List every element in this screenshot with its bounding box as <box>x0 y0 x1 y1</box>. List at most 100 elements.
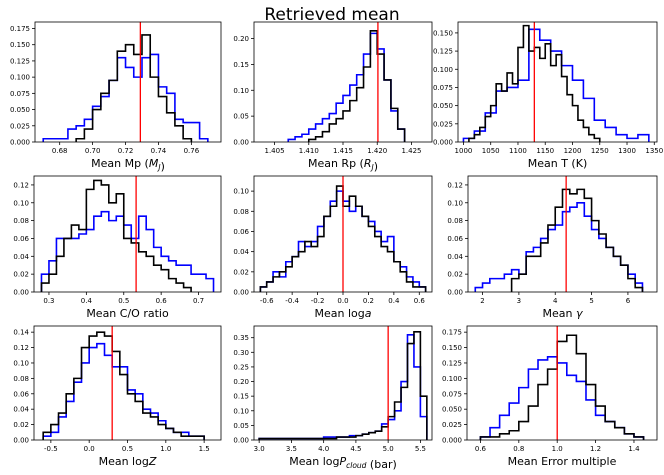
y-tick-label: 0.125 <box>442 359 462 367</box>
histogram-panel: -0.5 0.0 0.5 1.0 1.5 0.00 0.02 0.04 0.06 0.08 0.10… <box>13 325 222 468</box>
histogram-panel: 0.3 0.4 0.5 0.6 0.7 0.00 0.02 0.04 0.06 0.08 0.10 0… <box>13 175 222 320</box>
y-tick-label: 0.04 <box>13 253 29 261</box>
y-tick-label: 0.125 <box>433 48 453 56</box>
x-tick-label: 0.76 <box>184 147 200 155</box>
x-tick-label: 0.0 <box>337 297 348 305</box>
y-tick-label: 0.025 <box>10 122 30 130</box>
x-tick-label: 0.5 <box>118 297 129 305</box>
x-tick-label: 0.5 <box>122 445 133 453</box>
x-tick-label: 1.415 <box>333 147 353 155</box>
x-tick-label: 0.8 <box>513 445 524 453</box>
x-tick-label: 0.4 <box>388 297 400 305</box>
histogram-black-series <box>40 179 192 292</box>
x-tick-label: 1200 <box>564 147 582 155</box>
y-tick-label: 0.000 <box>433 139 453 147</box>
axes-frame <box>457 21 658 143</box>
y-tick-label: 0.02 <box>13 421 29 429</box>
x-tick-label: 1.0 <box>160 445 171 453</box>
x-tick-label: 4.0 <box>318 445 329 453</box>
x-tick-label: 4.5 <box>350 445 361 453</box>
x-tick-label: 0.70 <box>85 147 101 155</box>
y-tick-label: 0.12 <box>13 181 29 189</box>
histogram-panel: 1000 1050 1100 1150 1200 1250 1300 1350 0.000 0.0… <box>433 21 663 170</box>
axes-frame <box>466 325 658 441</box>
y-tick-label: 0.100 <box>442 375 462 383</box>
y-tick-label: 0.00 <box>447 289 463 297</box>
axes-frame <box>34 21 222 143</box>
x-tick-label: 1.405 <box>265 147 285 155</box>
y-tick-label: 0.25 <box>233 363 249 371</box>
y-tick-label: 0.08 <box>233 208 249 216</box>
y-tick-label: 0.00 <box>233 139 249 147</box>
x-tick-label: -0.2 <box>311 297 325 305</box>
x-tick-label: 0.74 <box>151 147 167 155</box>
x-tick-label: 0.3 <box>43 297 54 305</box>
y-tick-label: 0.15 <box>233 393 249 401</box>
y-tick-label: 0.175 <box>442 329 462 337</box>
histogram-panel: 0.68 0.70 0.72 0.74 0.76 0.000 0.025 0.050 0.075… <box>10 21 222 173</box>
histogram-blue-series <box>42 342 205 440</box>
y-tick-label: 0.08 <box>447 217 463 225</box>
axes-frame <box>467 175 658 293</box>
y-tick-label: 0.050 <box>10 106 30 114</box>
histogram-black-series <box>479 334 645 440</box>
x-tick-label: 3.0 <box>254 445 265 453</box>
x-axis-label: Mean logPcloud (bar) <box>289 455 397 471</box>
histogram-panel: 3.0 3.5 4.0 4.5 5.0 5.5 0.00 0.05 0.10 0.15 0.20 0.… <box>233 325 433 471</box>
figure-title: Retrieved mean <box>264 5 400 25</box>
x-axis-label: Mean loga <box>315 307 372 320</box>
histogram-black-series <box>510 188 644 292</box>
axes-frame <box>253 325 433 441</box>
y-tick-label: 0.000 <box>442 437 462 445</box>
x-axis-label: Mean Error multiple <box>508 455 617 468</box>
y-tick-label: 0.05 <box>233 422 249 430</box>
x-tick-label: 1.5 <box>199 445 210 453</box>
histogram-black-series <box>258 331 428 440</box>
x-tick-label: 1.410 <box>299 147 319 155</box>
y-tick-label: 0.150 <box>433 29 453 37</box>
x-tick-label: 1050 <box>482 147 500 155</box>
x-tick-label: 3 <box>517 297 521 305</box>
y-tick-label: 0.00 <box>233 437 249 445</box>
y-tick-label: 0.06 <box>13 390 29 398</box>
y-tick-label: 0.02 <box>447 271 463 279</box>
y-tick-label: 0.075 <box>10 90 30 98</box>
x-tick-label: 1000 <box>455 147 473 155</box>
histogram-panel: -0.6 -0.4 -0.2 0.0 0.2 0.4 0.6 0.00 0.02 0.04 0.06… <box>233 175 433 320</box>
y-tick-label: 0.06 <box>233 228 249 236</box>
y-tick-label: 0.10 <box>447 199 463 207</box>
x-tick-label: 0.68 <box>52 147 68 155</box>
x-tick-label: 2 <box>480 297 484 305</box>
y-tick-label: 0.150 <box>442 344 462 352</box>
x-tick-label: 1.2 <box>590 445 601 453</box>
x-tick-label: 1250 <box>591 147 609 155</box>
y-tick-label: 0.04 <box>13 406 29 414</box>
histogram-black-series <box>75 34 193 142</box>
y-tick-label: 0.150 <box>10 41 30 49</box>
x-tick-label: 0.72 <box>118 147 134 155</box>
y-tick-label: 0.075 <box>442 390 462 398</box>
y-tick-label: 0.00 <box>233 289 249 297</box>
x-tick-label: 5.0 <box>383 445 394 453</box>
axes-frame <box>33 175 222 293</box>
x-tick-label: 0.7 <box>193 297 204 305</box>
y-tick-label: 0.15 <box>233 61 249 69</box>
y-tick-label: 0.175 <box>10 25 30 33</box>
x-tick-label: 1.4 <box>628 445 640 453</box>
x-axis-label: Mean Rp (RJ) <box>308 157 378 173</box>
y-tick-label: 0.125 <box>10 57 30 65</box>
x-tick-label: 1150 <box>536 147 554 155</box>
y-tick-label: 0.10 <box>13 199 29 207</box>
y-tick-label: 0.050 <box>433 102 453 110</box>
y-tick-label: 0.10 <box>233 188 249 196</box>
y-tick-label: 0.10 <box>233 87 249 95</box>
x-axis-label: Mean Mp (MJ) <box>91 157 165 173</box>
y-tick-label: 0.000 <box>10 139 30 147</box>
y-tick-label: 0.08 <box>13 217 29 225</box>
x-tick-label: 0.6 <box>414 297 426 305</box>
x-axis-label: Mean C/O ratio <box>86 307 169 320</box>
x-tick-label: -0.4 <box>285 297 299 305</box>
x-axis-label: Mean γ <box>543 307 583 320</box>
y-tick-label: 0.100 <box>433 66 453 74</box>
